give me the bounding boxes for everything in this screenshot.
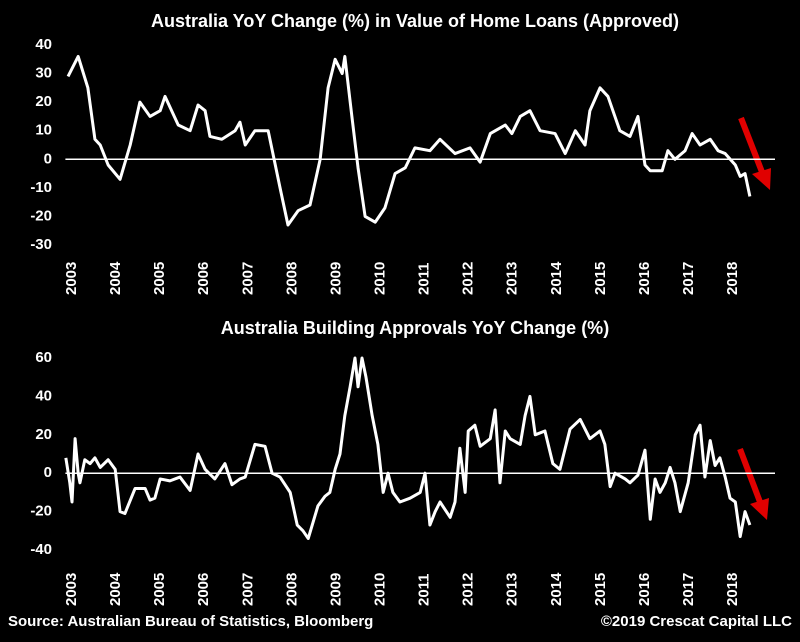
x-tick-label: 2013 — [504, 262, 521, 295]
y-tick-label: 20 — [35, 426, 52, 443]
x-tick-label: 2016 — [636, 573, 653, 606]
y-tick-label: 30 — [35, 65, 52, 82]
y-tick-label: 0 — [44, 464, 52, 481]
x-tick-label: 2003 — [63, 262, 80, 295]
y-tick-label: 0 — [44, 150, 52, 167]
x-tick-label: 2011 — [416, 262, 433, 295]
chart-title: Australia YoY Change (%) in Value of Hom… — [151, 11, 679, 31]
x-tick-label: 2014 — [548, 572, 565, 606]
y-tick-label: 60 — [35, 349, 52, 366]
x-tick-label: 2007 — [239, 262, 256, 295]
x-tick-label: 2012 — [460, 262, 477, 295]
x-tick-label: 2017 — [680, 262, 697, 295]
data-line — [64, 356, 752, 540]
x-tick-label: 2010 — [372, 573, 389, 606]
x-tick-label: 2010 — [372, 262, 389, 295]
x-tick-label: 2013 — [504, 573, 521, 606]
source-note: Source: Australian Bureau of Statistics,… — [8, 613, 373, 630]
x-tick-label: 2017 — [680, 573, 697, 606]
y-tick-label: -20 — [30, 503, 52, 520]
x-tick-label: 2011 — [416, 573, 433, 606]
arrow-head — [750, 498, 769, 520]
x-tick-label: 2006 — [195, 262, 212, 295]
x-tick-label: 2012 — [460, 573, 477, 606]
x-tick-label: 2018 — [724, 573, 741, 606]
x-tick-label: 2009 — [327, 573, 344, 606]
y-tick-label: -30 — [30, 236, 52, 253]
data-line — [66, 54, 752, 227]
x-tick-label: 2015 — [592, 262, 609, 295]
x-tick-label: 2004 — [107, 572, 124, 606]
x-tick-label: 2018 — [724, 262, 741, 295]
x-tick-label: 2003 — [63, 573, 80, 606]
red-arrow — [737, 447, 769, 520]
y-tick-label: -10 — [30, 179, 52, 196]
x-tick-label: 2008 — [283, 573, 300, 606]
x-tick-label: 2008 — [283, 262, 300, 295]
x-tick-label: 2016 — [636, 262, 653, 295]
y-tick-label: 10 — [35, 122, 52, 139]
x-tick-label: 2006 — [195, 573, 212, 606]
x-tick-label: 2004 — [107, 261, 124, 295]
x-tick-label: 2014 — [548, 261, 565, 295]
y-tick-label: -20 — [30, 207, 52, 224]
copyright: ©2019 Crescat Capital LLC — [601, 613, 792, 630]
y-tick-label: 40 — [35, 387, 52, 404]
chart-title: Australia Building Approvals YoY Change … — [221, 318, 609, 338]
y-tick-label: 40 — [35, 36, 52, 53]
x-tick-label: 2009 — [327, 262, 344, 295]
x-tick-label: 2005 — [151, 573, 168, 606]
x-tick-label: 2015 — [592, 573, 609, 606]
x-tick-label: 2007 — [239, 573, 256, 606]
x-tick-label: 2005 — [151, 262, 168, 295]
arrow-head — [752, 168, 771, 190]
red-arrow — [738, 116, 771, 190]
arrow-shaft — [738, 116, 765, 174]
arrow-shaft — [737, 447, 763, 504]
y-tick-label: 20 — [35, 93, 52, 110]
y-tick-label: -40 — [30, 541, 52, 558]
